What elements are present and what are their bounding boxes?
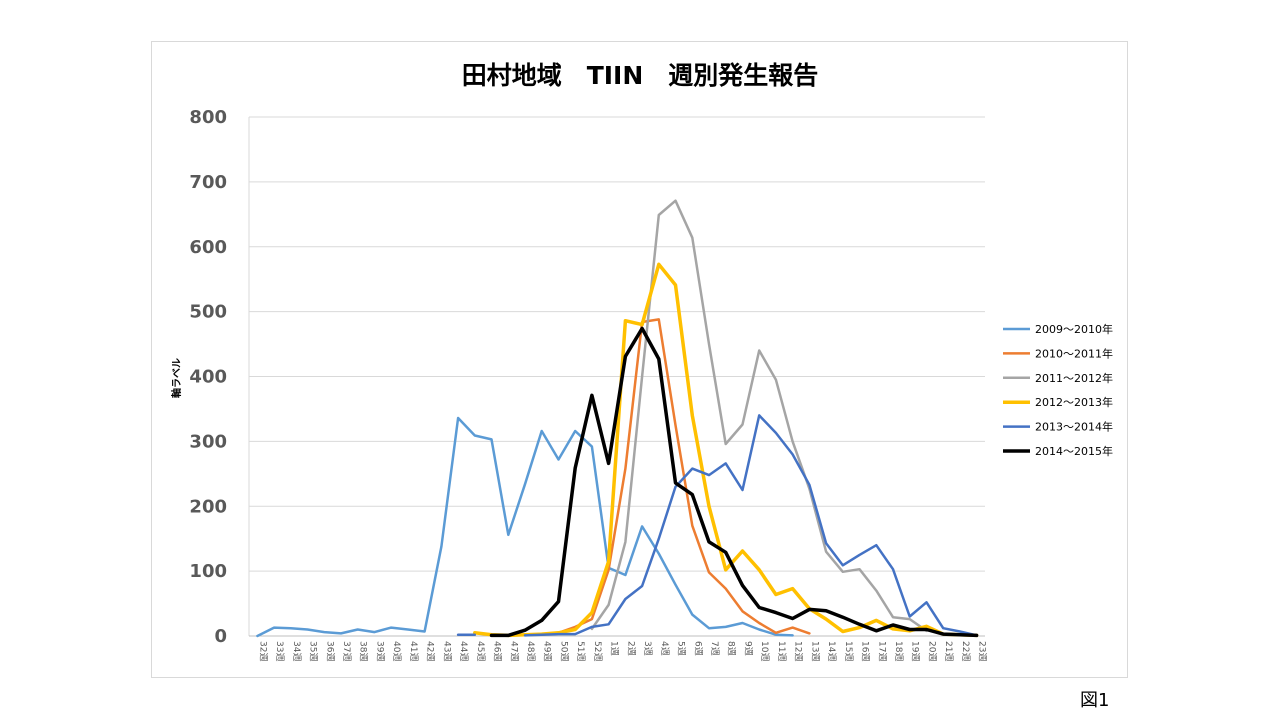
series-5 (489, 326, 979, 638)
x-tick-label: 38週 (358, 641, 369, 661)
legend: 2009～2010年 2010～2011年 2011～2012年 2012～2013年… (1003, 322, 1113, 458)
chart-frame: 田村地域 TIIN 週別発生報告 軸ラベル 0 100 200 300 400 500 60… (151, 41, 1128, 678)
x-tick-label: 40週 (391, 641, 402, 661)
x-tick-label: 36週 (324, 641, 335, 661)
series-2 (590, 199, 928, 633)
x-tick-label: 4週 (659, 641, 670, 656)
series-line (256, 416, 794, 638)
x-tick-label: 48週 (525, 641, 536, 661)
legend-label: 2011～2012年 (1035, 371, 1113, 385)
axes (248, 117, 985, 637)
x-tick-label: 14週 (826, 641, 837, 661)
x-tick-label: 6週 (692, 641, 703, 656)
series-0 (256, 416, 794, 638)
x-tick-label: 8週 (726, 641, 737, 656)
x-tick-label: 9週 (743, 641, 754, 656)
x-tick-label: 22週 (960, 641, 971, 661)
x-tick-label: 34週 (291, 641, 302, 661)
y-tick-label: 600 (189, 237, 227, 258)
x-tick-label: 37週 (341, 641, 352, 661)
y-tick-label: 500 (189, 302, 227, 323)
chart-title: 田村地域 TIIN 週別発生報告 (462, 61, 819, 90)
x-tick-label: 41週 (408, 641, 419, 661)
y-tick-label: 100 (189, 561, 227, 582)
x-tick-label: 10週 (759, 641, 770, 661)
x-tick-label: 44週 (458, 641, 469, 661)
legend-item: 2013～2014年 (1003, 420, 1113, 434)
legend-label: 2009～2010年 (1035, 322, 1113, 336)
series-line (540, 318, 811, 636)
legend-label: 2014～2015年 (1035, 444, 1113, 458)
legend-label: 2012～2013年 (1035, 395, 1113, 409)
x-tick-label: 39週 (375, 641, 386, 661)
x-tick-label: 11週 (776, 641, 787, 661)
y-tick-label: 300 (189, 431, 227, 452)
series-line (590, 199, 928, 633)
x-tick-label: 51週 (575, 641, 586, 661)
x-tick-label: 45週 (475, 641, 486, 661)
x-tick-label: 16週 (860, 641, 871, 661)
series-line (456, 414, 978, 637)
x-tick-label: 15週 (843, 641, 854, 661)
x-tick-label: 19週 (910, 641, 921, 661)
legend-item: 2014～2015年 (1003, 444, 1113, 458)
series-3 (473, 262, 979, 638)
x-tick-label: 2週 (625, 641, 636, 656)
series-1 (540, 318, 811, 636)
y-tick-label: 800 (189, 107, 227, 128)
x-tick-label: 33週 (274, 641, 285, 661)
x-tick-label: 23週 (977, 641, 988, 661)
gridlines (249, 116, 985, 637)
legend-label: 2010～2011年 (1035, 346, 1113, 360)
x-tick-label: 1週 (609, 641, 620, 656)
line-chart: 田村地域 TIIN 週別発生報告 軸ラベル 0 100 200 300 400 500 60… (170, 61, 1113, 661)
y-tick-label: 700 (189, 172, 227, 193)
y-tick-label: 400 (189, 367, 227, 388)
x-tick-label: 18週 (893, 641, 904, 661)
y-tick-label: 0 (214, 626, 227, 647)
legend-label: 2013～2014年 (1035, 420, 1113, 434)
y-tick-label: 200 (189, 496, 227, 517)
x-tick-label: 5週 (676, 641, 687, 656)
x-tick-label: 3週 (642, 641, 653, 656)
x-tick-label: 52週 (592, 641, 603, 661)
legend-item: 2010～2011年 (1003, 346, 1113, 360)
y-axis-label: 軸ラベル (170, 358, 183, 398)
legend-item: 2012～2013年 (1003, 395, 1113, 409)
x-tick-label: 46週 (492, 641, 503, 661)
x-tick-label: 20週 (927, 641, 938, 661)
legend-item: 2011～2012年 (1003, 371, 1113, 385)
x-tick-label: 35週 (308, 641, 319, 661)
legend-item: 2009～2010年 (1003, 322, 1113, 336)
figure-label: 図1 (1080, 690, 1110, 711)
x-tick-label: 13週 (809, 641, 820, 661)
x-tick-label: 21週 (943, 641, 954, 661)
series-lines (256, 199, 979, 638)
x-tick-label: 49週 (542, 641, 553, 661)
series-line (489, 326, 979, 638)
x-tick-label: 50週 (559, 641, 570, 661)
series-4 (456, 414, 978, 637)
series-line (473, 262, 979, 638)
x-tick-label: 42週 (425, 641, 436, 661)
x-axis-ticks: 32週 33週 34週 35週 36週 37週 38週 39週 40週 41週 42週 43週 44週 4… (257, 641, 987, 661)
x-tick-label: 7週 (709, 641, 720, 656)
x-tick-label: 32週 (257, 641, 268, 661)
x-tick-label: 17週 (876, 641, 887, 661)
x-tick-label: 43週 (441, 641, 452, 661)
y-axis-ticks: 0 100 200 300 400 500 600 700 800 (189, 107, 227, 647)
x-tick-label: 47週 (508, 641, 519, 661)
x-tick-label: 12週 (793, 641, 804, 661)
